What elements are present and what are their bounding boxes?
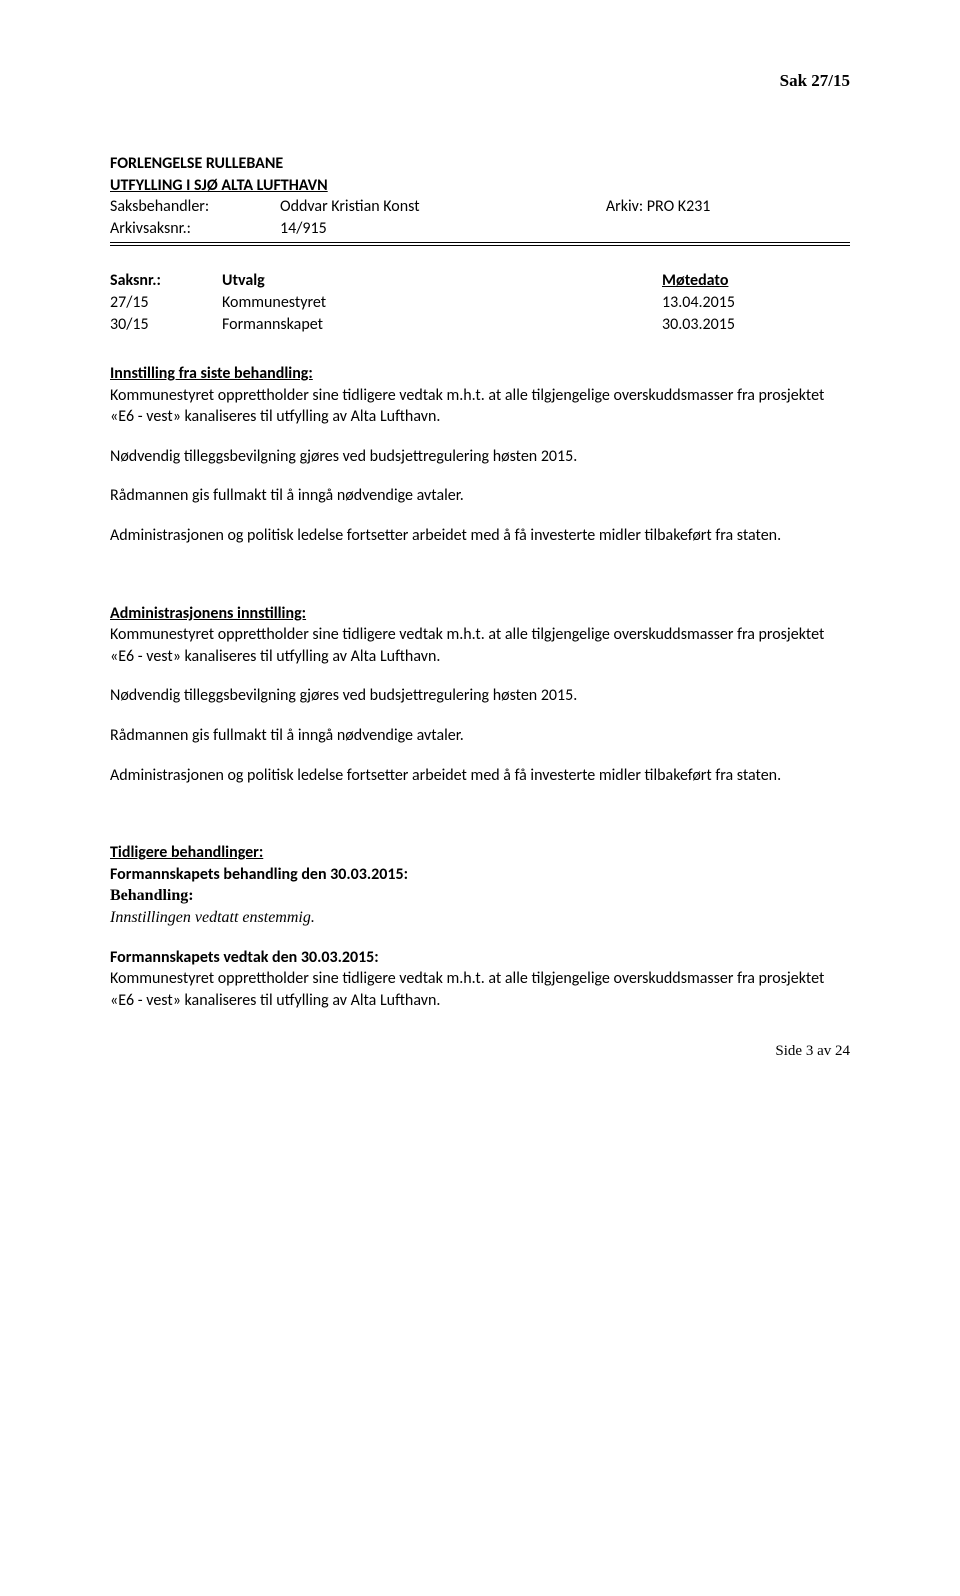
meta-value: Oddvar Kristian Konst [280,196,606,218]
meta-value: 14/915 [280,218,606,240]
tidligere-sub2: Formannskapets vedtak den 30.03.2015: [110,947,850,969]
body-paragraph: Nødvendig tilleggsbevilgning gjøres ved … [110,446,850,468]
innstilling-heading: Innstilling fra siste behandling: [110,363,850,385]
body-paragraph: Kommunestyret opprettholder sine tidlige… [110,968,850,1011]
tidligere-sub1: Formannskapets behandling den 30.03.2015… [110,864,850,886]
admin-heading: Administrasjonens innstilling: [110,603,850,625]
utvalg-table: Saksnr.: Utvalg Møtedato 27/15 Kommunest… [110,270,735,335]
utvalg-row: 27/15 Kommunestyret 13.04.2015 [110,292,735,314]
utvalg-header-row: Saksnr.: Utvalg Møtedato [110,270,735,292]
meta-right: Arkiv: PRO K231 [606,196,850,218]
utvalg-cell: Kommunestyret [222,292,662,314]
body-paragraph: Kommunestyret opprettholder sine tidlige… [110,385,850,428]
body-paragraph: Administrasjonen og politisk ledelse for… [110,765,850,787]
utvalg-row: 30/15 Formannskapet 30.03.2015 [110,314,735,336]
case-title-block: FORLENGELSE RULLEBANE UTFYLLING I SJØ AL… [110,153,850,196]
admin-innstilling-section: Administrasjonens innstilling: Kommunest… [110,603,850,787]
tidligere-heading: Tidligere behandlinger: [110,842,850,864]
meta-label: Saksbehandler: [110,196,280,218]
utvalg-header: Møtedato [662,270,735,292]
meta-label: Arkivsaksnr.: [110,218,280,240]
utvalg-cell: 13.04.2015 [662,292,735,314]
behandling-text: Innstillingen vedtatt enstemmig. [110,907,850,929]
meta-table: Saksbehandler: Oddvar Kristian Konst Ark… [110,196,850,239]
meta-row: Saksbehandler: Oddvar Kristian Konst Ark… [110,196,850,218]
behandling-label: Behandling: [110,885,850,907]
utvalg-header: Utvalg [222,270,662,292]
case-title-line2: UTFYLLING I SJØ ALTA LUFTHAVN [110,175,850,197]
body-paragraph: Rådmannen gis fullmakt til å inngå nødve… [110,485,850,507]
body-paragraph: Rådmannen gis fullmakt til å inngå nødve… [110,725,850,747]
utvalg-cell: 27/15 [110,292,222,314]
utvalg-cell: 30/15 [110,314,222,336]
utvalg-cell: Formannskapet [222,314,662,336]
page-footer: Side 3 av 24 [110,1041,850,1061]
case-title-line1: FORLENGELSE RULLEBANE [110,153,850,175]
meta-right [606,218,850,240]
utvalg-cell: 30.03.2015 [662,314,735,336]
page-sak-header: Sak 27/15 [110,70,850,93]
meta-divider [110,242,850,246]
utvalg-header: Saksnr.: [110,270,222,292]
tidligere-section: Tidligere behandlinger: Formannskapets b… [110,842,850,1011]
meta-row: Arkivsaksnr.: 14/915 [110,218,850,240]
innstilling-section: Innstilling fra siste behandling: Kommun… [110,363,850,547]
body-paragraph: Nødvendig tilleggsbevilgning gjøres ved … [110,685,850,707]
body-paragraph: Administrasjonen og politisk ledelse for… [110,525,850,547]
body-paragraph: Kommunestyret opprettholder sine tidlige… [110,624,850,667]
